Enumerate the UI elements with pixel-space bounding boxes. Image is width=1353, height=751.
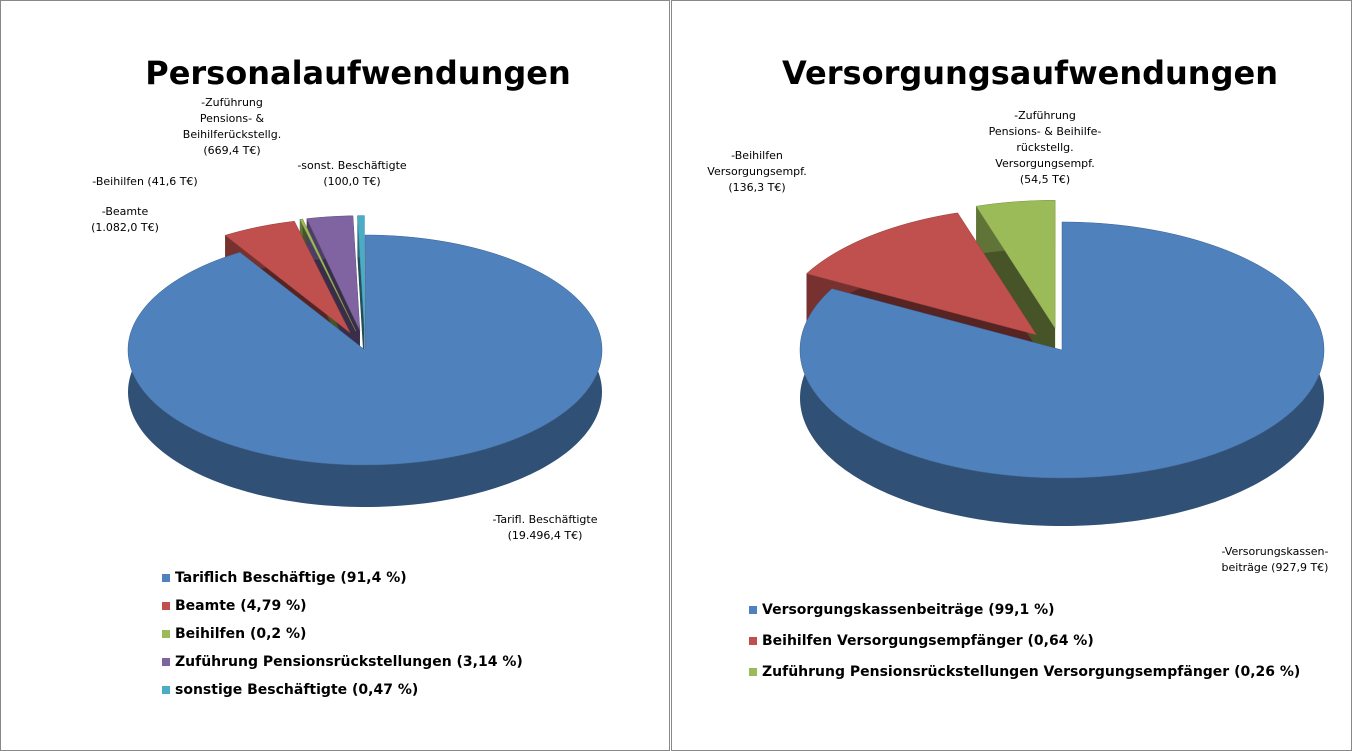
legend-label: Beihilfen (0,2 %): [175, 626, 306, 642]
legend-swatch: [749, 637, 757, 645]
data-label: -Versorungskassen-: [1221, 545, 1328, 558]
data-label: (136,3 T€): [728, 181, 785, 194]
data-label: Versorgungsempf.: [707, 165, 806, 178]
slice: [224, 220, 351, 334]
legend-swatch: [162, 630, 170, 638]
data-label: -Zuführung: [201, 96, 263, 109]
data-label: (1.082,0 T€): [91, 221, 159, 234]
data-label: -Zuführung: [1014, 109, 1076, 122]
legend-label: Zuführung Pensionsrückstellungen (3,14 %…: [175, 654, 523, 670]
legend-swatch: [162, 686, 170, 694]
legend-swatch: [162, 658, 170, 666]
data-label: (19.496,4 T€): [508, 529, 583, 542]
legend-swatch: [749, 606, 757, 614]
legend-label: Versorgungskassenbeiträge (99,1 %): [762, 602, 1055, 618]
legend-label: Beamte (4,79 %): [175, 598, 307, 614]
legend-swatch: [749, 668, 757, 676]
data-label: (669,4 T€): [203, 144, 260, 157]
data-label: Pensions- &: [200, 112, 265, 125]
data-label: (54,5 T€): [1020, 173, 1070, 186]
slice: [975, 200, 1056, 330]
slice: [306, 215, 361, 331]
data-label: (100,0 T€): [323, 175, 380, 188]
slice: [299, 218, 357, 332]
legend-label: Tariflich Beschäftige (91,4 %): [175, 570, 407, 586]
data-label: Versorgungsempf.: [995, 157, 1094, 170]
data-label: -Beihilfen: [731, 149, 783, 162]
data-label: -Beihilfen (41,6 T€): [92, 175, 197, 188]
slice: [127, 234, 603, 466]
slice: [799, 221, 1325, 479]
legend-label: Beihilfen Versorgungsempfänger (0,64 %): [762, 633, 1094, 649]
data-label: -sonst. Beschäftigte: [297, 159, 407, 172]
chart-title: Versorgungsaufwendungen: [782, 54, 1278, 92]
legend-swatch: [162, 574, 170, 582]
legend-label: Zuführung Pensionsrückstellungen Versorg…: [762, 664, 1300, 680]
chart-title: Personalaufwendungen: [145, 54, 571, 92]
legend-swatch: [162, 602, 170, 610]
data-label: beiträge (927,9 T€): [1222, 561, 1329, 574]
slice: [806, 212, 1038, 336]
data-label: -Beamte: [102, 205, 149, 218]
data-label: Pensions- & Beihilfe-: [989, 125, 1102, 138]
data-label: -Tarifl. Beschäftigte: [492, 513, 597, 526]
slice: [357, 215, 365, 331]
data-label: rückstellg.: [1016, 141, 1073, 154]
data-label: Beihilferückstellg.: [183, 128, 281, 141]
legend-label: sonstige Beschäftigte (0,47 %): [175, 682, 418, 698]
